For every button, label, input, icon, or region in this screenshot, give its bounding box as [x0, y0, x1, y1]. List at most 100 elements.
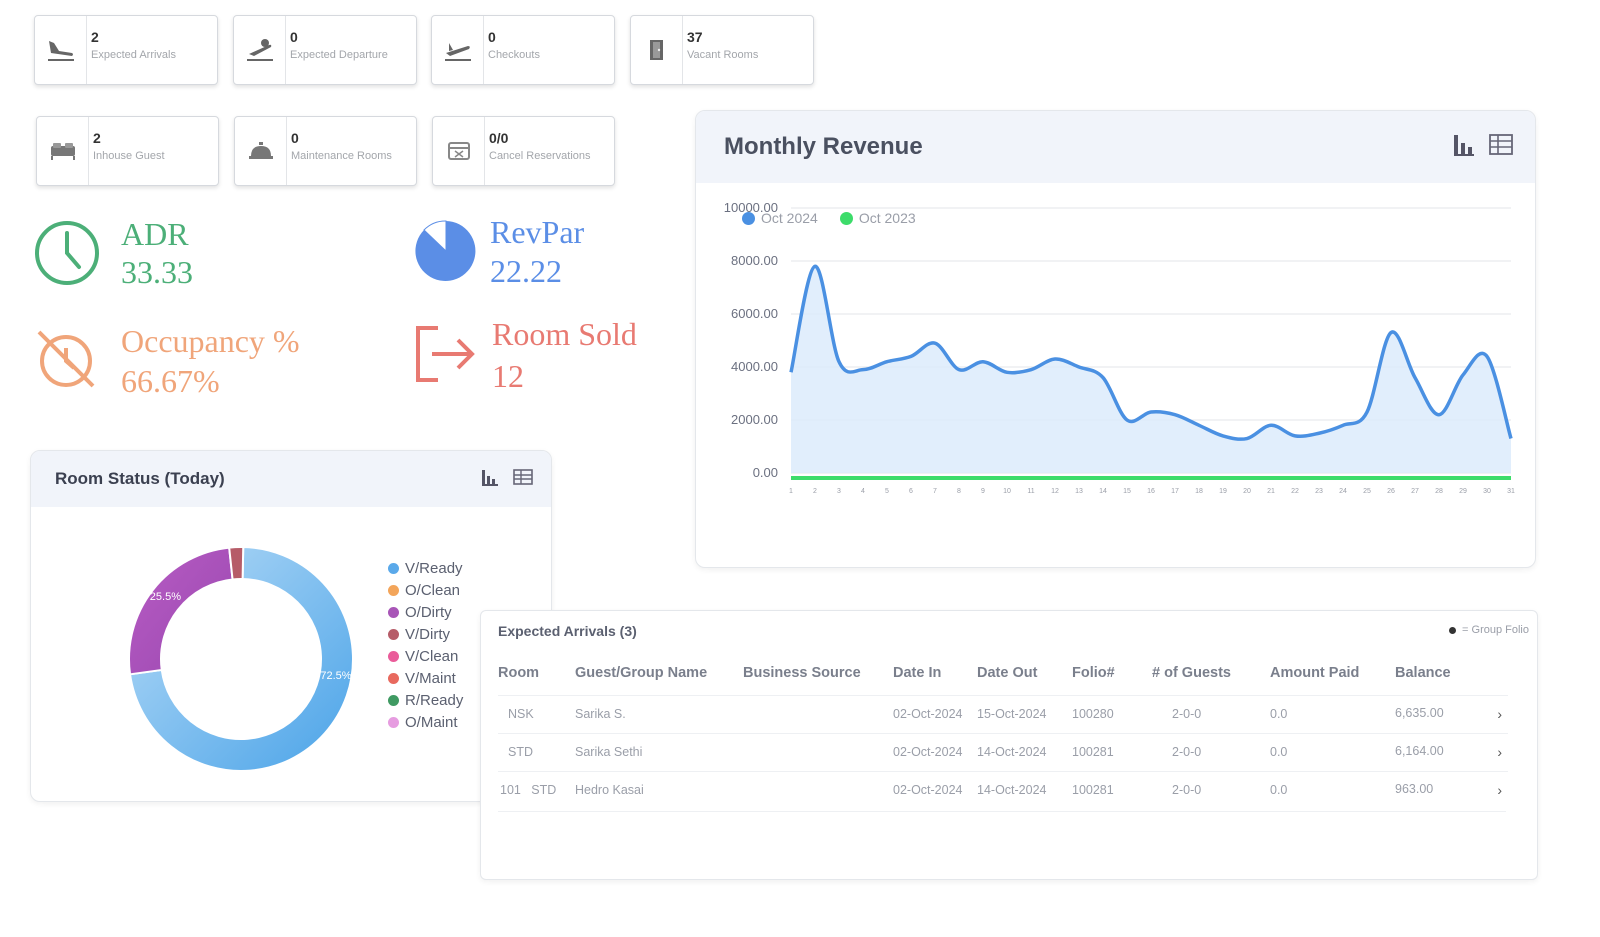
table-row[interactable]: NSK Sarika S. 02-Oct-2024 15-Oct-2024 10… [498, 694, 1508, 733]
cell-paid: 0.0 [1270, 770, 1395, 809]
cell-date-out: 15-Oct-2024 [977, 694, 1072, 733]
y-tick-label: 0.00 [753, 465, 778, 480]
x-tick-label: 16 [1147, 488, 1155, 495]
y-tick-label: 10000.00 [724, 200, 778, 215]
stat-card-inhouse-guest[interactable]: 2 Inhouse Guest [36, 116, 219, 186]
room-status-header: Room Status (Today) [31, 451, 551, 507]
column-header-folio[interactable]: Folio# [1072, 664, 1115, 681]
series-area-oct-2024 [791, 266, 1511, 473]
bar-chart-icon[interactable] [481, 468, 499, 491]
stat-card-cancel-reservations[interactable]: 0/0 Cancel Reservations [432, 116, 615, 186]
stat-card-vacant-rooms[interactable]: 37 Vacant Rooms [630, 15, 814, 85]
revpar-value: 22.22 [490, 253, 562, 289]
x-tick-label: 19 [1219, 488, 1227, 495]
stat-label: Checkouts [488, 49, 540, 61]
occupancy-icon [33, 326, 99, 397]
column-header-guest[interactable]: Guest/Group Name [575, 664, 708, 681]
legend-item-oct-2024[interactable]: Oct 2024 [742, 207, 818, 229]
x-tick-label: 18 [1195, 488, 1203, 495]
table-bottom-divider [498, 811, 1506, 812]
column-header-date-out[interactable]: Date Out [977, 664, 1038, 681]
x-tick-label: 31 [1507, 488, 1515, 495]
chevron-right-icon[interactable]: › [1497, 706, 1502, 722]
column-header-amount-paid[interactable]: Amount Paid [1270, 664, 1360, 681]
table-icon[interactable] [1489, 133, 1513, 162]
pie-chart-icon [414, 219, 478, 288]
legend-dot [388, 672, 399, 684]
stat-card-maintenance-rooms[interactable]: 0 Maintenance Rooms [234, 116, 417, 186]
x-tick-label: 5 [885, 488, 889, 495]
cell-paid: 0.0 [1270, 694, 1395, 733]
stat-label: Expected Arrivals [91, 49, 176, 61]
column-header-business-source[interactable]: Business Source [743, 664, 861, 681]
monthly-revenue-header: Monthly Revenue [696, 111, 1535, 183]
cell-paid: 0.0 [1270, 732, 1395, 771]
legend-label: O/Clean [405, 581, 461, 599]
plane-landing-icon [35, 16, 87, 84]
legend-dot [388, 650, 399, 662]
column-header-guests[interactable]: # of Guests [1152, 664, 1231, 681]
donut-slice-v-ready[interactable] [128, 546, 354, 772]
cell-source [743, 694, 893, 733]
column-header-balance[interactable]: Balance [1395, 664, 1451, 681]
cell-guest: Sarika Sethi [575, 732, 743, 771]
stat-card-expected-arrivals[interactable]: 2 Expected Arrivals [34, 15, 218, 85]
table-icon[interactable] [513, 468, 533, 491]
group-folio-label: = Group Folio [1462, 624, 1529, 636]
stat-value: 2 [93, 130, 101, 146]
legend-item-v-dirty[interactable]: V/Dirty [388, 623, 463, 645]
stat-label: Maintenance Rooms [291, 150, 392, 162]
table-row[interactable]: STD Sarika Sethi 02-Oct-2024 14-Oct-2024… [498, 732, 1508, 771]
legend-item-o-maint[interactable]: O/Maint [388, 711, 463, 733]
legend-dot [388, 562, 399, 574]
legend-item-o-clean[interactable]: O/Clean [388, 579, 463, 601]
cell-guests: 2-0-0 [1152, 732, 1270, 771]
legend-item-v-ready[interactable]: V/Ready [388, 557, 463, 579]
hotel-bell-icon [235, 117, 287, 185]
legend-dot [388, 716, 399, 728]
legend-item-o-dirty[interactable]: O/Dirty [388, 601, 463, 623]
door-icon [631, 16, 683, 84]
cell-date-in: 02-Oct-2024 [893, 732, 977, 771]
x-tick-label: 14 [1099, 488, 1107, 495]
x-tick-label: 10 [1003, 488, 1011, 495]
revenue-line-chart: 10000.00 8000.00 6000.00 4000.00 2000.00 0.00… [724, 200, 1515, 495]
legend-item-oct-2023[interactable]: Oct 2023 [839, 207, 916, 229]
clock-icon [33, 219, 101, 292]
legend-label: Oct 2023 [858, 210, 916, 226]
stat-value: 0 [291, 130, 299, 146]
room-status-legend: V/Ready O/Clean O/Dirty V/Dirty V/Clean … [388, 557, 463, 733]
plane-takeoff-icon [432, 16, 484, 84]
cell-balance: 6,164.00 › [1395, 732, 1508, 771]
legend-item-v-clean[interactable]: V/Clean [388, 645, 463, 667]
legend-label: Oct 2024 [761, 210, 818, 226]
stat-card-checkouts[interactable]: 0 Checkouts [431, 15, 615, 85]
legend-label: R/Ready [405, 691, 464, 709]
adr-value: 33.33 [121, 254, 193, 290]
donut-slice-o-dirty[interactable] [128, 546, 234, 676]
legend-label: V/Dirty [405, 625, 450, 643]
x-tick-label: 9 [981, 488, 985, 495]
legend-item-v-maint[interactable]: V/Maint [388, 667, 463, 689]
table-row[interactable]: 101 STD Hedro Kasai 02-Oct-2024 14-Oct-2… [498, 770, 1508, 809]
expected-arrivals-panel: Expected Arrivals (3) = Group Folio Room… [480, 610, 1538, 880]
stat-label: Cancel Reservations [489, 150, 591, 162]
cell-folio: 100281 [1072, 770, 1152, 809]
column-header-room[interactable]: Room [498, 664, 540, 681]
arrivals-title: Expected Arrivals (3) [498, 623, 637, 639]
balance-value: 6,635.00 [1395, 706, 1444, 720]
column-header-date-in[interactable]: Date In [893, 664, 942, 681]
x-tick-label: 15 [1123, 488, 1131, 495]
chevron-right-icon[interactable]: › [1497, 782, 1502, 799]
stat-card-expected-departure[interactable]: 0 Expected Departure [233, 15, 417, 85]
series-line-oct-2024[interactable] [789, 264, 1513, 441]
legend-item-r-ready[interactable]: R/Ready [388, 689, 463, 711]
x-tick-label: 24 [1339, 488, 1347, 495]
cell-source [743, 770, 893, 809]
cell-guests: 2-0-0 [1152, 694, 1270, 733]
legend-label: V/Clean [405, 647, 459, 665]
stat-value: 0 [290, 29, 298, 45]
donut-slice-v-dirty[interactable] [228, 546, 245, 581]
bar-chart-icon[interactable] [1453, 133, 1475, 162]
chevron-right-icon[interactable]: › [1497, 744, 1502, 760]
